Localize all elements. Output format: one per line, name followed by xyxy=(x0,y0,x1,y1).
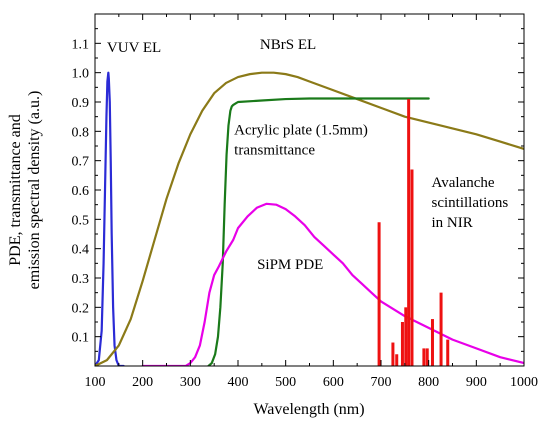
annotation-nir: Avalanche scintillations in NIR xyxy=(432,175,509,231)
axis-ticks: 100 200 300 400 500 600 700 800 900 1000 0.1 0.2 0.3… xyxy=(72,14,538,390)
x-tick-label-100: 100 xyxy=(85,375,106,390)
annotation-vuv: VUV EL xyxy=(107,40,161,56)
y-tick-label-1.1: 1.1 xyxy=(72,37,90,52)
y-tick-label-0.6: 0.6 xyxy=(72,184,90,199)
annotation-acrylic: Acrylic plate (1.5mm) transmittance xyxy=(234,122,368,158)
y-axis-title-line-1: PDE, transmittance and xyxy=(7,114,24,266)
y-tick-label-0.4: 0.4 xyxy=(72,243,90,258)
y-tick-label-0.1: 0.1 xyxy=(72,331,90,346)
annotation-nir-line-1: scintillations xyxy=(432,195,509,211)
x-tick-label-700: 700 xyxy=(371,375,392,390)
annotation-sipm: SiPM PDE xyxy=(257,257,323,273)
x-tick-label-500: 500 xyxy=(275,375,296,390)
plot-content xyxy=(95,71,524,366)
series-acrylic-line xyxy=(207,97,430,366)
x-tick-label-1000: 1000 xyxy=(510,375,538,390)
x-tick-label-400: 400 xyxy=(228,375,249,390)
annotation-sipm-line-0: SiPM PDE xyxy=(257,257,323,273)
series-sipm-line xyxy=(141,202,524,366)
y-tick-label-0.3: 0.3 xyxy=(72,272,90,287)
y-tick-label-0.7: 0.7 xyxy=(72,155,90,170)
annotation-nbrs-line-0: NBrS EL xyxy=(260,37,316,53)
annotation-nbrs: NBrS EL xyxy=(260,37,316,53)
x-tick-label-600: 600 xyxy=(323,375,344,390)
x-tick-label-800: 800 xyxy=(418,375,439,390)
annotation-acrylic-line-0: Acrylic plate (1.5mm) xyxy=(234,122,368,138)
x-axis-title: Wavelength (nm) xyxy=(253,401,364,418)
y-axis-title-line-2: emission spectral density (a.u.) xyxy=(26,91,43,290)
annotation-vuv-line-0: VUV EL xyxy=(107,40,161,56)
y-tick-label-0.2: 0.2 xyxy=(72,301,90,316)
x-tick-label-200: 200 xyxy=(132,375,153,390)
annotation-nir-line-2: in NIR xyxy=(432,215,473,231)
y-tick-label-0.5: 0.5 xyxy=(72,213,90,228)
annotation-nir-line-0: Avalanche xyxy=(432,175,495,191)
y-tick-label-1: 1.0 xyxy=(72,67,90,82)
x-tick-label-900: 900 xyxy=(466,375,487,390)
series-nbrs-line xyxy=(95,71,524,366)
y-tick-label-0.9: 0.9 xyxy=(72,96,90,111)
x-tick-label-300: 300 xyxy=(180,375,201,390)
y-tick-label-0.8: 0.8 xyxy=(72,125,90,140)
chart-annotations: VUV EL NBrS EL Acrylic plate (1.5mm) transm… xyxy=(107,37,508,273)
annotation-acrylic-line-1: transmittance xyxy=(234,142,315,158)
